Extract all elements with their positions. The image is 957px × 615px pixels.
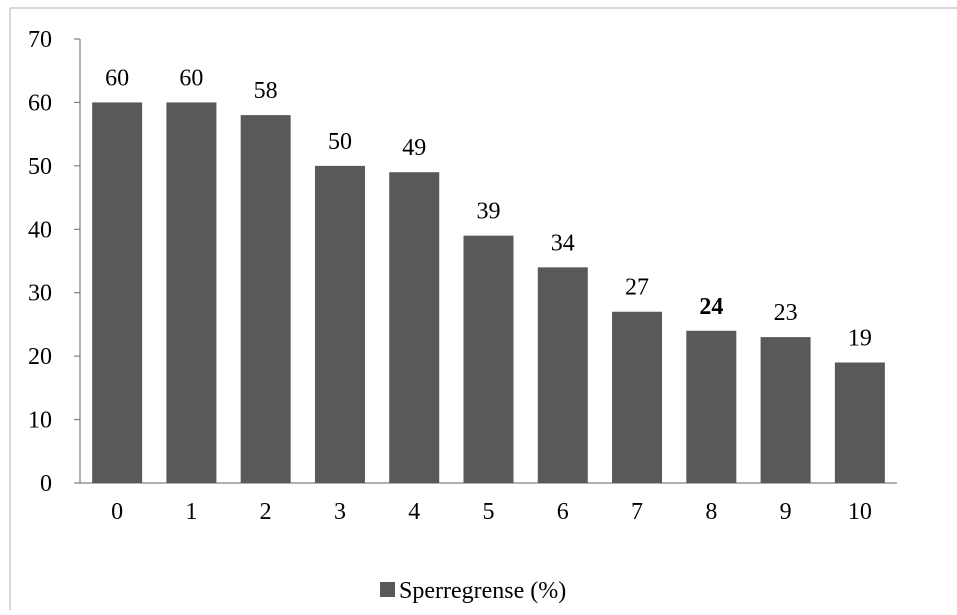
y-tick-label: 40	[28, 217, 52, 243]
data-label: 49	[402, 135, 426, 161]
data-label: 34	[551, 230, 575, 256]
x-tick-label: 1	[185, 499, 197, 525]
y-tick-label: 50	[28, 154, 52, 180]
bar	[834, 362, 885, 483]
x-tick-label: 8	[705, 499, 717, 525]
bar	[240, 115, 291, 483]
y-tick-label: 20	[28, 344, 52, 370]
x-axis: 0 1 2 3 4 5 6 7 8 9 10	[80, 482, 897, 525]
chart-border	[9, 7, 957, 610]
y-axis: 0 10 20 30 40 50 60 70	[28, 27, 81, 497]
data-label: 50	[328, 129, 352, 155]
data-label: 19	[848, 325, 872, 351]
x-tick-label: 4	[408, 499, 420, 525]
x-tick-label: 0	[111, 499, 123, 525]
bar	[537, 267, 588, 483]
x-tick-label: 2	[260, 499, 272, 525]
y-tick-label: 30	[28, 281, 52, 307]
y-tick-label: 0	[40, 471, 52, 497]
data-label: 60	[179, 65, 203, 91]
bar	[686, 330, 737, 483]
data-label: 60	[105, 65, 129, 91]
legend: Sperregrense (%)	[380, 578, 566, 604]
bar-series	[92, 102, 885, 483]
legend-label: Sperregrense (%)	[399, 578, 566, 604]
bar	[463, 235, 514, 483]
bar	[92, 102, 143, 483]
data-labels: 60 60 58 50 49 39 34 27 24 23 19	[105, 65, 872, 351]
data-label: 58	[254, 78, 278, 104]
y-tick-label: 10	[28, 408, 52, 434]
bar	[166, 102, 217, 483]
x-tick-label: 9	[780, 499, 792, 525]
bar	[314, 165, 365, 483]
x-tick-label: 5	[483, 499, 495, 525]
data-label: 24	[699, 294, 723, 320]
x-tick-label: 3	[334, 499, 346, 525]
x-tick-label: 6	[557, 499, 569, 525]
bar	[389, 172, 440, 483]
y-tick-label: 60	[28, 90, 52, 116]
bar	[760, 337, 811, 483]
bar	[612, 311, 663, 483]
x-tick-label: 10	[848, 499, 872, 525]
legend-swatch	[380, 582, 395, 597]
data-label: 23	[774, 300, 798, 326]
x-tick-label: 7	[631, 499, 643, 525]
data-label: 27	[625, 275, 649, 301]
y-tick-label: 70	[28, 27, 52, 53]
data-label: 39	[477, 199, 501, 225]
